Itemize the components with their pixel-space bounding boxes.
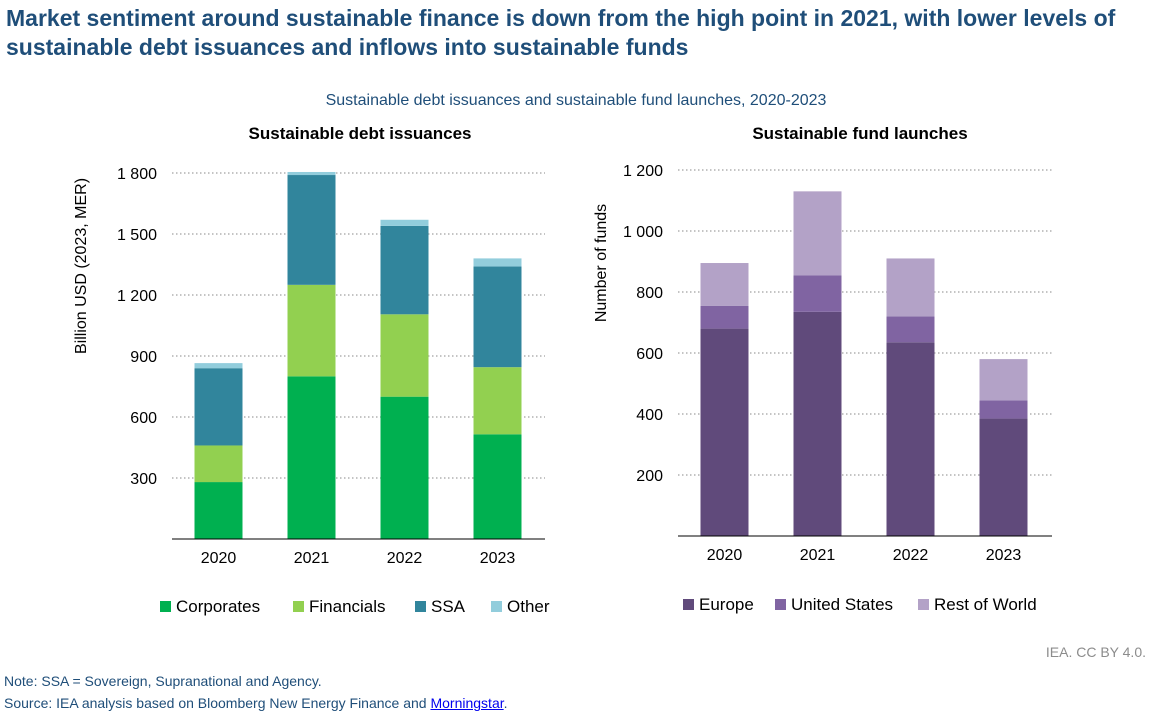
note-text: Note: SSA = Sovereign, Supranational and… [4,673,322,689]
bar-segment [700,263,749,306]
legend-label: United States [791,595,893,614]
y-axis-label: Number of funds [593,204,610,322]
morningstar-link[interactable]: Morningstar [430,695,504,711]
bar-segment [979,400,1028,419]
y-tick-label: 1 200 [117,288,157,305]
bar-segment [700,305,749,329]
source-suffix: . [503,695,508,711]
x-tick-label: 2020 [707,547,743,564]
bar-segment [380,314,429,397]
y-tick-label: 600 [130,410,157,427]
bar-segment [473,258,522,267]
bar-segment [380,396,429,539]
legend-swatch [160,601,171,612]
panel-title: Sustainable debt issuances [249,124,472,143]
chart-area: Sustainable debt issuances 300 600 900 1 200… [73,124,1052,616]
bar-segment [380,225,429,315]
y-tick-label: 300 [130,471,157,488]
legend-swatch [491,601,502,612]
footnotes: Note: SSA = Sovereign, Supranational and… [4,670,508,714]
x-tick-label: 2022 [387,550,423,567]
legend-swatch [683,599,694,610]
legend-label: SSA [431,597,466,616]
bar-segment [194,368,243,446]
bar-segment [194,445,243,483]
x-tick-label: 2023 [986,547,1022,564]
y-tick-label: 600 [636,346,663,363]
bar-segment [287,171,336,176]
bar-segment [380,219,429,226]
bar-segment [287,284,336,377]
bar-segment [194,482,243,539]
panel-title: Sustainable fund launches [752,124,967,143]
legend-label: Rest of World [934,595,1037,614]
bar-segment [473,266,522,368]
y-tick-label: 1 500 [117,227,157,244]
figure-subtitle: Sustainable debt issuances and sustainab… [325,92,827,109]
legend-label: Corporates [176,597,260,616]
bar-segment [287,175,336,285]
x-tick-label: 2020 [201,550,237,567]
x-tick-label: 2022 [893,547,929,564]
bar-segment [473,367,522,435]
x-tick-label: 2021 [294,550,330,567]
bar-segment [886,342,935,536]
bar-segment [287,376,336,539]
bar-segment [793,275,842,312]
bar-segment [979,418,1028,536]
y-tick-label: 200 [636,468,663,485]
y-tick-label: 1 800 [117,166,157,183]
legend-swatch [775,599,786,610]
bar-segment [194,363,243,369]
bar-segment [700,328,749,536]
bar-segment [793,311,842,536]
y-tick-label: 800 [636,285,663,302]
y-tick-label: 1 200 [623,163,663,180]
legend-label: Other [507,597,550,616]
x-tick-label: 2021 [800,547,836,564]
legend-label: Europe [699,595,754,614]
bar-segment [886,258,935,317]
legend-swatch [293,601,304,612]
bar-segment [473,434,522,539]
x-tick-label: 2023 [480,550,516,567]
source-line: Source: IEA analysis based on Bloomberg … [4,692,508,714]
bar-segment [886,316,935,343]
y-tick-label: 900 [130,349,157,366]
legend-label: Financials [309,597,386,616]
y-tick-label: 1 000 [623,224,663,241]
y-axis-label: Billion USD (2023, MER) [73,178,90,354]
source-text: Source: IEA analysis based on Bloomberg … [4,695,431,711]
bar-segment [979,359,1028,401]
legend-swatch [918,599,929,610]
bar-segment [793,191,842,276]
y-tick-label: 400 [636,407,663,424]
page-title: Market sentiment around sustainable fina… [6,5,1116,60]
license-credit: IEA. CC BY 4.0. [1045,644,1146,660]
legend-swatch [415,601,426,612]
